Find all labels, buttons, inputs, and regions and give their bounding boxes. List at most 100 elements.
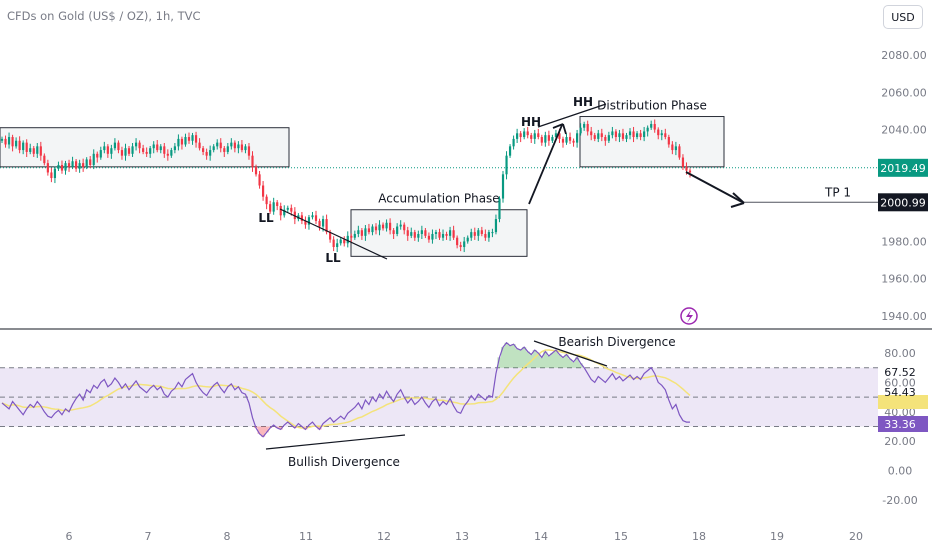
arrow-head <box>730 202 745 208</box>
higher-high-trendline <box>537 103 607 128</box>
candle <box>92 153 95 165</box>
candle <box>332 239 335 248</box>
candle <box>96 153 99 158</box>
candle <box>374 226 378 231</box>
candle <box>600 133 603 138</box>
time-tick-label: 14 <box>534 530 548 543</box>
candle <box>406 230 409 236</box>
candle <box>604 137 607 141</box>
divergence-label: Bearish Divergence <box>558 335 675 349</box>
candle <box>219 142 222 149</box>
candle <box>456 237 459 246</box>
last-price-badge <box>878 158 928 177</box>
swing-label: HH <box>573 95 593 109</box>
candle <box>177 138 180 147</box>
rsi-last-badge <box>878 416 928 432</box>
candle <box>269 204 272 212</box>
rsi-tick-label: 40.00 <box>884 406 916 419</box>
rsi-indicator-pane[interactable] <box>0 341 878 438</box>
candle <box>39 146 42 156</box>
candle <box>512 138 515 147</box>
candle <box>540 137 543 143</box>
candle <box>583 123 586 128</box>
candle <box>159 146 162 151</box>
candle <box>389 222 392 231</box>
candle <box>82 163 85 167</box>
candle <box>403 224 406 231</box>
candle <box>71 161 74 167</box>
candle <box>653 123 656 130</box>
symbol-title[interactable]: CFDs on Gold (US$ / OZ), 1h, TVC <box>7 9 201 23</box>
candle <box>625 135 628 139</box>
candle <box>106 146 109 154</box>
price-pane[interactable]: Accumulation Phase Distribution Phase TP 1 <box>0 99 878 257</box>
target-arrow <box>685 171 743 203</box>
candle <box>216 142 219 147</box>
candle <box>678 146 681 158</box>
candle <box>480 230 483 234</box>
candle <box>212 146 215 151</box>
candle <box>441 233 445 238</box>
time-tick-label: 18 <box>692 530 706 543</box>
candle <box>205 151 208 156</box>
target-price-badge <box>878 193 928 212</box>
candle <box>657 129 660 136</box>
candle <box>650 123 653 128</box>
candle <box>417 233 420 238</box>
candle <box>427 235 431 240</box>
candle <box>459 245 462 248</box>
candle <box>357 230 360 234</box>
time-tick-label: 6 <box>66 530 73 543</box>
candle <box>0 138 4 141</box>
lightning-bolt-icon <box>686 310 693 323</box>
rsi-tick-label: -20.00 <box>882 494 917 507</box>
last-price-label: 2019.49 <box>880 162 926 175</box>
candle <box>286 207 289 210</box>
candle <box>614 131 618 138</box>
candle <box>445 233 448 236</box>
candle <box>7 137 11 145</box>
candle <box>46 163 49 173</box>
candle <box>149 148 152 154</box>
candle <box>163 146 166 154</box>
candle <box>565 137 568 143</box>
candle <box>233 142 236 149</box>
candle <box>554 133 558 138</box>
candle <box>350 235 353 238</box>
candle <box>53 168 57 179</box>
candle <box>561 138 565 143</box>
candle <box>64 163 67 171</box>
rsi-ma-badge <box>878 395 928 409</box>
candle <box>226 146 229 152</box>
candle <box>321 219 325 227</box>
candle <box>50 172 53 179</box>
candle <box>586 123 589 132</box>
candle <box>209 150 212 156</box>
candle <box>276 202 279 207</box>
candle <box>22 142 25 151</box>
candle <box>420 230 423 234</box>
candle <box>60 164 64 171</box>
candle <box>424 230 427 236</box>
candle <box>516 133 519 139</box>
candle <box>124 148 127 156</box>
candle <box>343 239 346 244</box>
candle <box>568 137 572 141</box>
price-tick-label: 2060.00 <box>881 86 927 99</box>
candle <box>611 131 614 136</box>
currency-button[interactable]: USD <box>883 5 923 29</box>
axes: 1940.001960.001980.002000.002020.002040.… <box>0 49 932 543</box>
candle <box>533 133 536 139</box>
candle <box>311 215 314 218</box>
price-tick-label: 1960.00 <box>881 273 927 286</box>
candle <box>413 232 416 238</box>
candle <box>607 135 610 141</box>
candle <box>67 163 71 167</box>
candle <box>463 241 466 248</box>
candle <box>15 140 18 147</box>
candle <box>265 196 268 205</box>
candle <box>667 137 670 145</box>
candle <box>685 166 688 171</box>
candle <box>325 219 328 233</box>
